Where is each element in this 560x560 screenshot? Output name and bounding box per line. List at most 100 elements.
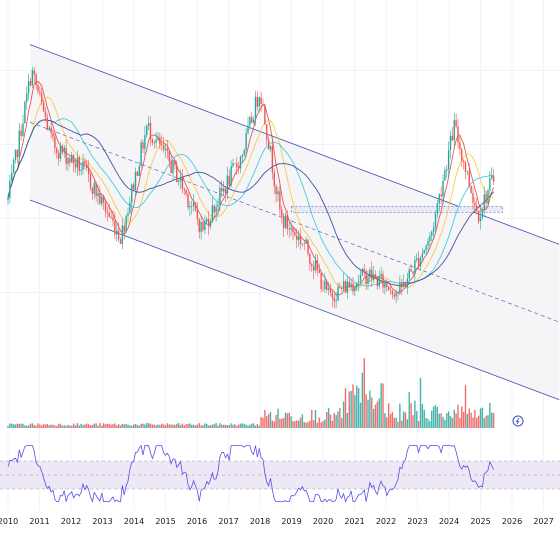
volume-bar-161: [309, 420, 311, 428]
x-tick-label-2017: 2017: [218, 517, 238, 526]
candle-135: [260, 97, 262, 104]
candle-15: [35, 74, 37, 86]
volume-bar-94: [183, 425, 185, 428]
candle-84: [164, 148, 167, 150]
candle-204: [389, 290, 392, 291]
volume-bar-218: [416, 411, 418, 428]
volume-bar-88: [172, 424, 174, 428]
candle-23: [50, 127, 52, 133]
candle-239: [455, 120, 457, 127]
candle-59: [117, 230, 120, 240]
volume-bar-199: [380, 383, 382, 428]
volume-bar-251: [477, 415, 480, 428]
volume-bar-90: [176, 423, 178, 428]
volume-bar-66: [131, 425, 133, 428]
candle-253: [481, 209, 484, 218]
candle-200: [382, 274, 384, 288]
volume-bar-243: [462, 412, 465, 428]
candle-42: [86, 164, 88, 168]
x-tick-label-2013: 2013: [92, 517, 112, 526]
candle-45: [91, 187, 94, 194]
volume-bar-7: [20, 423, 22, 428]
volume-bar-11: [27, 425, 30, 428]
volume-bar-205: [391, 411, 394, 428]
candle-185: [354, 287, 356, 292]
volume-bar-154: [296, 420, 298, 428]
candle-156: [299, 236, 302, 245]
candle-157: [301, 243, 304, 245]
volume-bar-246: [468, 408, 470, 428]
candle-105: [204, 221, 206, 230]
candle-148: [284, 215, 287, 228]
volume-bar-107: [207, 425, 210, 428]
candle-107: [207, 218, 210, 227]
candle-217: [414, 260, 416, 274]
volume-bar-236: [449, 416, 452, 428]
candle-209: [399, 282, 401, 294]
candle-103: [200, 221, 202, 232]
volume-bar-16: [37, 423, 39, 428]
volume-bar-163: [312, 420, 315, 428]
volume-bar-255: [485, 415, 487, 428]
volume-bar-92: [179, 425, 182, 428]
volume-bar-215: [410, 403, 412, 428]
volume-bar-78: [153, 424, 155, 428]
candle-219: [417, 258, 420, 267]
candle-88: [172, 160, 174, 174]
candle-229: [436, 203, 439, 214]
candle-22: [48, 127, 50, 130]
volume-bar-125: [241, 423, 244, 428]
candle-142: [273, 172, 275, 186]
candle-212: [404, 282, 407, 288]
candle-112: [217, 204, 219, 207]
event-marker[interactable]: [512, 415, 524, 427]
candle-245: [466, 171, 469, 173]
candle-176: [337, 286, 339, 301]
candle-69: [136, 171, 139, 176]
lightning-glyph: [515, 417, 520, 425]
volume-bar-253: [481, 407, 484, 428]
candle-50: [101, 196, 103, 204]
volume-bar-116: [224, 424, 227, 428]
candle-247: [470, 185, 472, 194]
volume-bar-47: [95, 423, 97, 428]
candle-238: [453, 120, 455, 141]
candle-82: [161, 144, 163, 145]
volume-bar-216: [412, 415, 414, 428]
volume-bar-93: [181, 423, 184, 428]
volume-bar-244: [464, 385, 467, 428]
volume-bar-59: [117, 424, 120, 428]
candle-32: [67, 158, 69, 164]
candle-175: [335, 300, 337, 302]
volume-bar-183: [350, 390, 352, 428]
volume-bar-25: [54, 425, 56, 428]
volume-bar-189: [361, 372, 364, 428]
candle-206: [393, 294, 395, 297]
candle-162: [311, 264, 313, 267]
volume-bar-235: [447, 411, 450, 428]
volume-bar-84: [164, 425, 167, 428]
volume-bar-238: [453, 409, 455, 428]
volume-bar-204: [389, 413, 392, 428]
volume-bar-60: [119, 425, 122, 428]
candle-119: [230, 166, 232, 186]
candle-160: [307, 239, 309, 254]
candle-228: [434, 213, 437, 228]
volume-bar-162: [311, 409, 313, 428]
candle-51: [102, 196, 105, 203]
volume-bar-85: [166, 423, 169, 428]
volume-bar-4: [14, 424, 17, 428]
candle-227: [432, 227, 435, 232]
candle-37: [76, 157, 79, 168]
candle-7: [20, 130, 22, 137]
candle-138: [266, 124, 268, 140]
candle-86: [168, 150, 170, 162]
candle-12: [29, 81, 32, 86]
volume-bar-82: [161, 423, 163, 428]
candle-81: [159, 137, 161, 145]
candle-30: [63, 147, 65, 153]
volume-bar-119: [230, 423, 232, 428]
candle-97: [189, 206, 191, 208]
